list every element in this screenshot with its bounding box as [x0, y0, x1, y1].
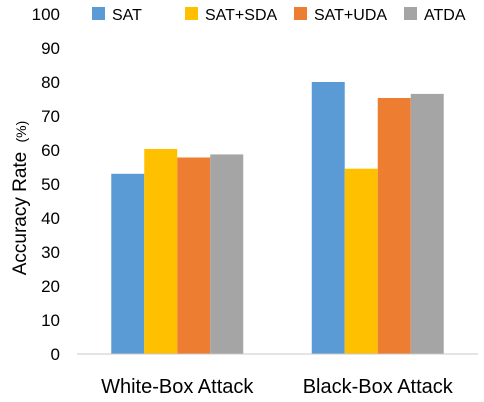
- y-axis-title-text: Accuracy Rate: [10, 152, 31, 276]
- y-tick-label: 50: [41, 175, 60, 194]
- legend-label: ATDA: [424, 7, 466, 24]
- x-tick-label: White-Box Attack: [101, 376, 254, 398]
- legend-swatch: [185, 7, 198, 20]
- bar-atda-1: [410, 93, 444, 355]
- y-tick-label: 100: [32, 5, 60, 24]
- y-tick-label: 80: [41, 73, 60, 92]
- y-tick-label: 30: [41, 243, 60, 262]
- y-tick-label: 90: [41, 39, 60, 58]
- legend-swatch: [92, 7, 105, 20]
- bar-sat-sda-0: [144, 148, 178, 354]
- x-axis-labels: White-Box Attack Black-Box Attack: [101, 376, 454, 398]
- y-tick-label: 60: [41, 141, 60, 160]
- bars: [111, 82, 444, 355]
- bar-sat-uda-1: [377, 97, 411, 354]
- legend-label: SAT+UDA: [314, 7, 387, 24]
- legend-swatch: [404, 7, 417, 20]
- bar-sat-uda-0: [177, 157, 211, 354]
- y-tick-label: 40: [41, 209, 60, 228]
- legend-swatch: [294, 7, 307, 20]
- bar-sat-sda-1: [344, 168, 378, 354]
- x-tick-label: Black-Box Attack: [303, 376, 454, 398]
- y-tick-label: 70: [41, 107, 60, 126]
- bar-sat-0: [111, 173, 145, 354]
- bar-sat-1: [311, 82, 345, 354]
- y-axis-title: Accuracy Rate (%): [10, 121, 31, 276]
- y-tick-label: 20: [41, 277, 60, 296]
- y-axis-title-unit: (%): [13, 121, 29, 143]
- legend: SAT SAT+SDA SAT+UDA ATDA: [92, 7, 466, 24]
- y-tick-label: 0: [51, 345, 60, 364]
- bar-atda-0: [210, 154, 244, 354]
- y-tick-label: 10: [41, 311, 60, 330]
- legend-label: SAT: [112, 7, 142, 24]
- legend-label: SAT+SDA: [205, 7, 278, 24]
- y-axis-ticks: 0 10 20 30 40 50 60 70 80 90 100: [32, 5, 60, 364]
